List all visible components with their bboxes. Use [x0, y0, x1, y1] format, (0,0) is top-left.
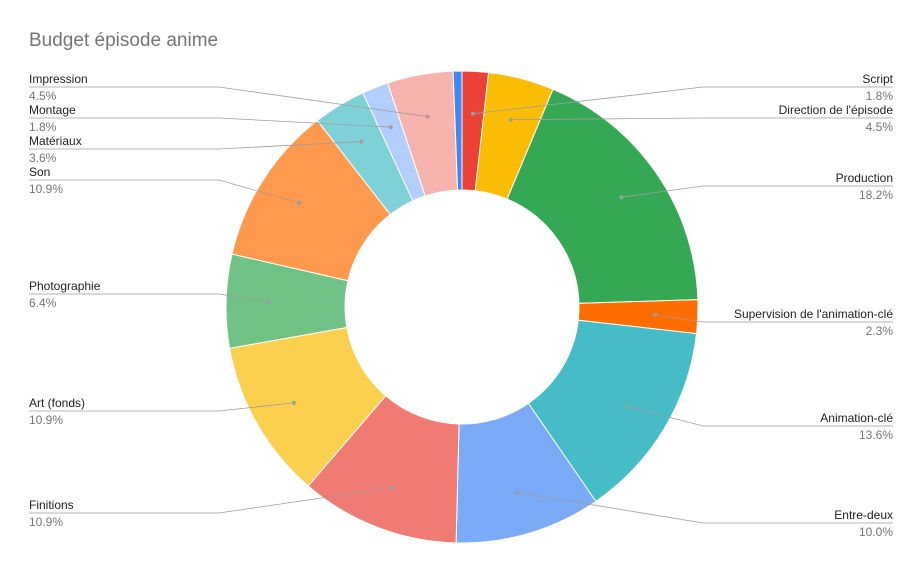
label-production: Production	[836, 171, 893, 185]
leader-dot-art-fonds	[292, 401, 296, 405]
label-animation-cle: Animation-clé	[820, 411, 893, 425]
label-materiaux: Matériaux	[29, 134, 82, 148]
label-direction-de-l-episode: Direction de l'épisode	[779, 103, 894, 117]
pct-label-production: 18.2%	[859, 188, 893, 202]
pct-label-art-fonds: 10.9%	[29, 413, 63, 427]
pct-label-supervision-de-l-animation-cle: 2.3%	[866, 324, 894, 338]
leader-dot-script	[471, 112, 475, 116]
pct-label-script: 1.8%	[866, 89, 894, 103]
leader-dot-entre-deux	[515, 490, 519, 494]
pct-label-entre-deux: 10.0%	[859, 525, 893, 539]
leader-dot-finitions	[390, 486, 394, 490]
leader-dot-montage	[389, 125, 393, 129]
leader-dot-direction-de-l-episode	[509, 118, 513, 122]
leader-dot-production	[619, 195, 623, 199]
pct-label-montage: 1.8%	[29, 120, 57, 134]
pct-label-finitions: 10.9%	[29, 515, 63, 529]
leader-dot-photographie	[267, 300, 271, 304]
leader-dot-son	[297, 201, 301, 205]
leader-dot-supervision-de-l-animation-cle	[653, 313, 657, 317]
leader-dot-animation-cle	[626, 405, 630, 409]
slices-group	[226, 71, 698, 543]
pct-label-materiaux: 3.6%	[29, 151, 57, 165]
leader-dot-impression	[426, 115, 430, 119]
pct-label-impression: 4.5%	[29, 89, 57, 103]
label-supervision-de-l-animation-cle: Supervision de l'animation-clé	[734, 307, 893, 321]
label-montage: Montage	[29, 103, 76, 117]
label-impression: Impression	[29, 72, 88, 86]
label-art-fonds: Art (fonds)	[29, 396, 85, 410]
label-son: Son	[29, 165, 50, 179]
label-entre-deux: Entre-deux	[834, 508, 893, 522]
label-script: Script	[862, 72, 893, 86]
pct-label-direction-de-l-episode: 4.5%	[866, 120, 894, 134]
label-photographie: Photographie	[29, 279, 101, 293]
pct-label-photographie: 6.4%	[29, 296, 57, 310]
label-finitions: Finitions	[29, 498, 74, 512]
pct-label-animation-cle: 13.6%	[859, 428, 893, 442]
leader-dot-materiaux	[359, 140, 363, 144]
pct-label-son: 10.9%	[29, 182, 63, 196]
